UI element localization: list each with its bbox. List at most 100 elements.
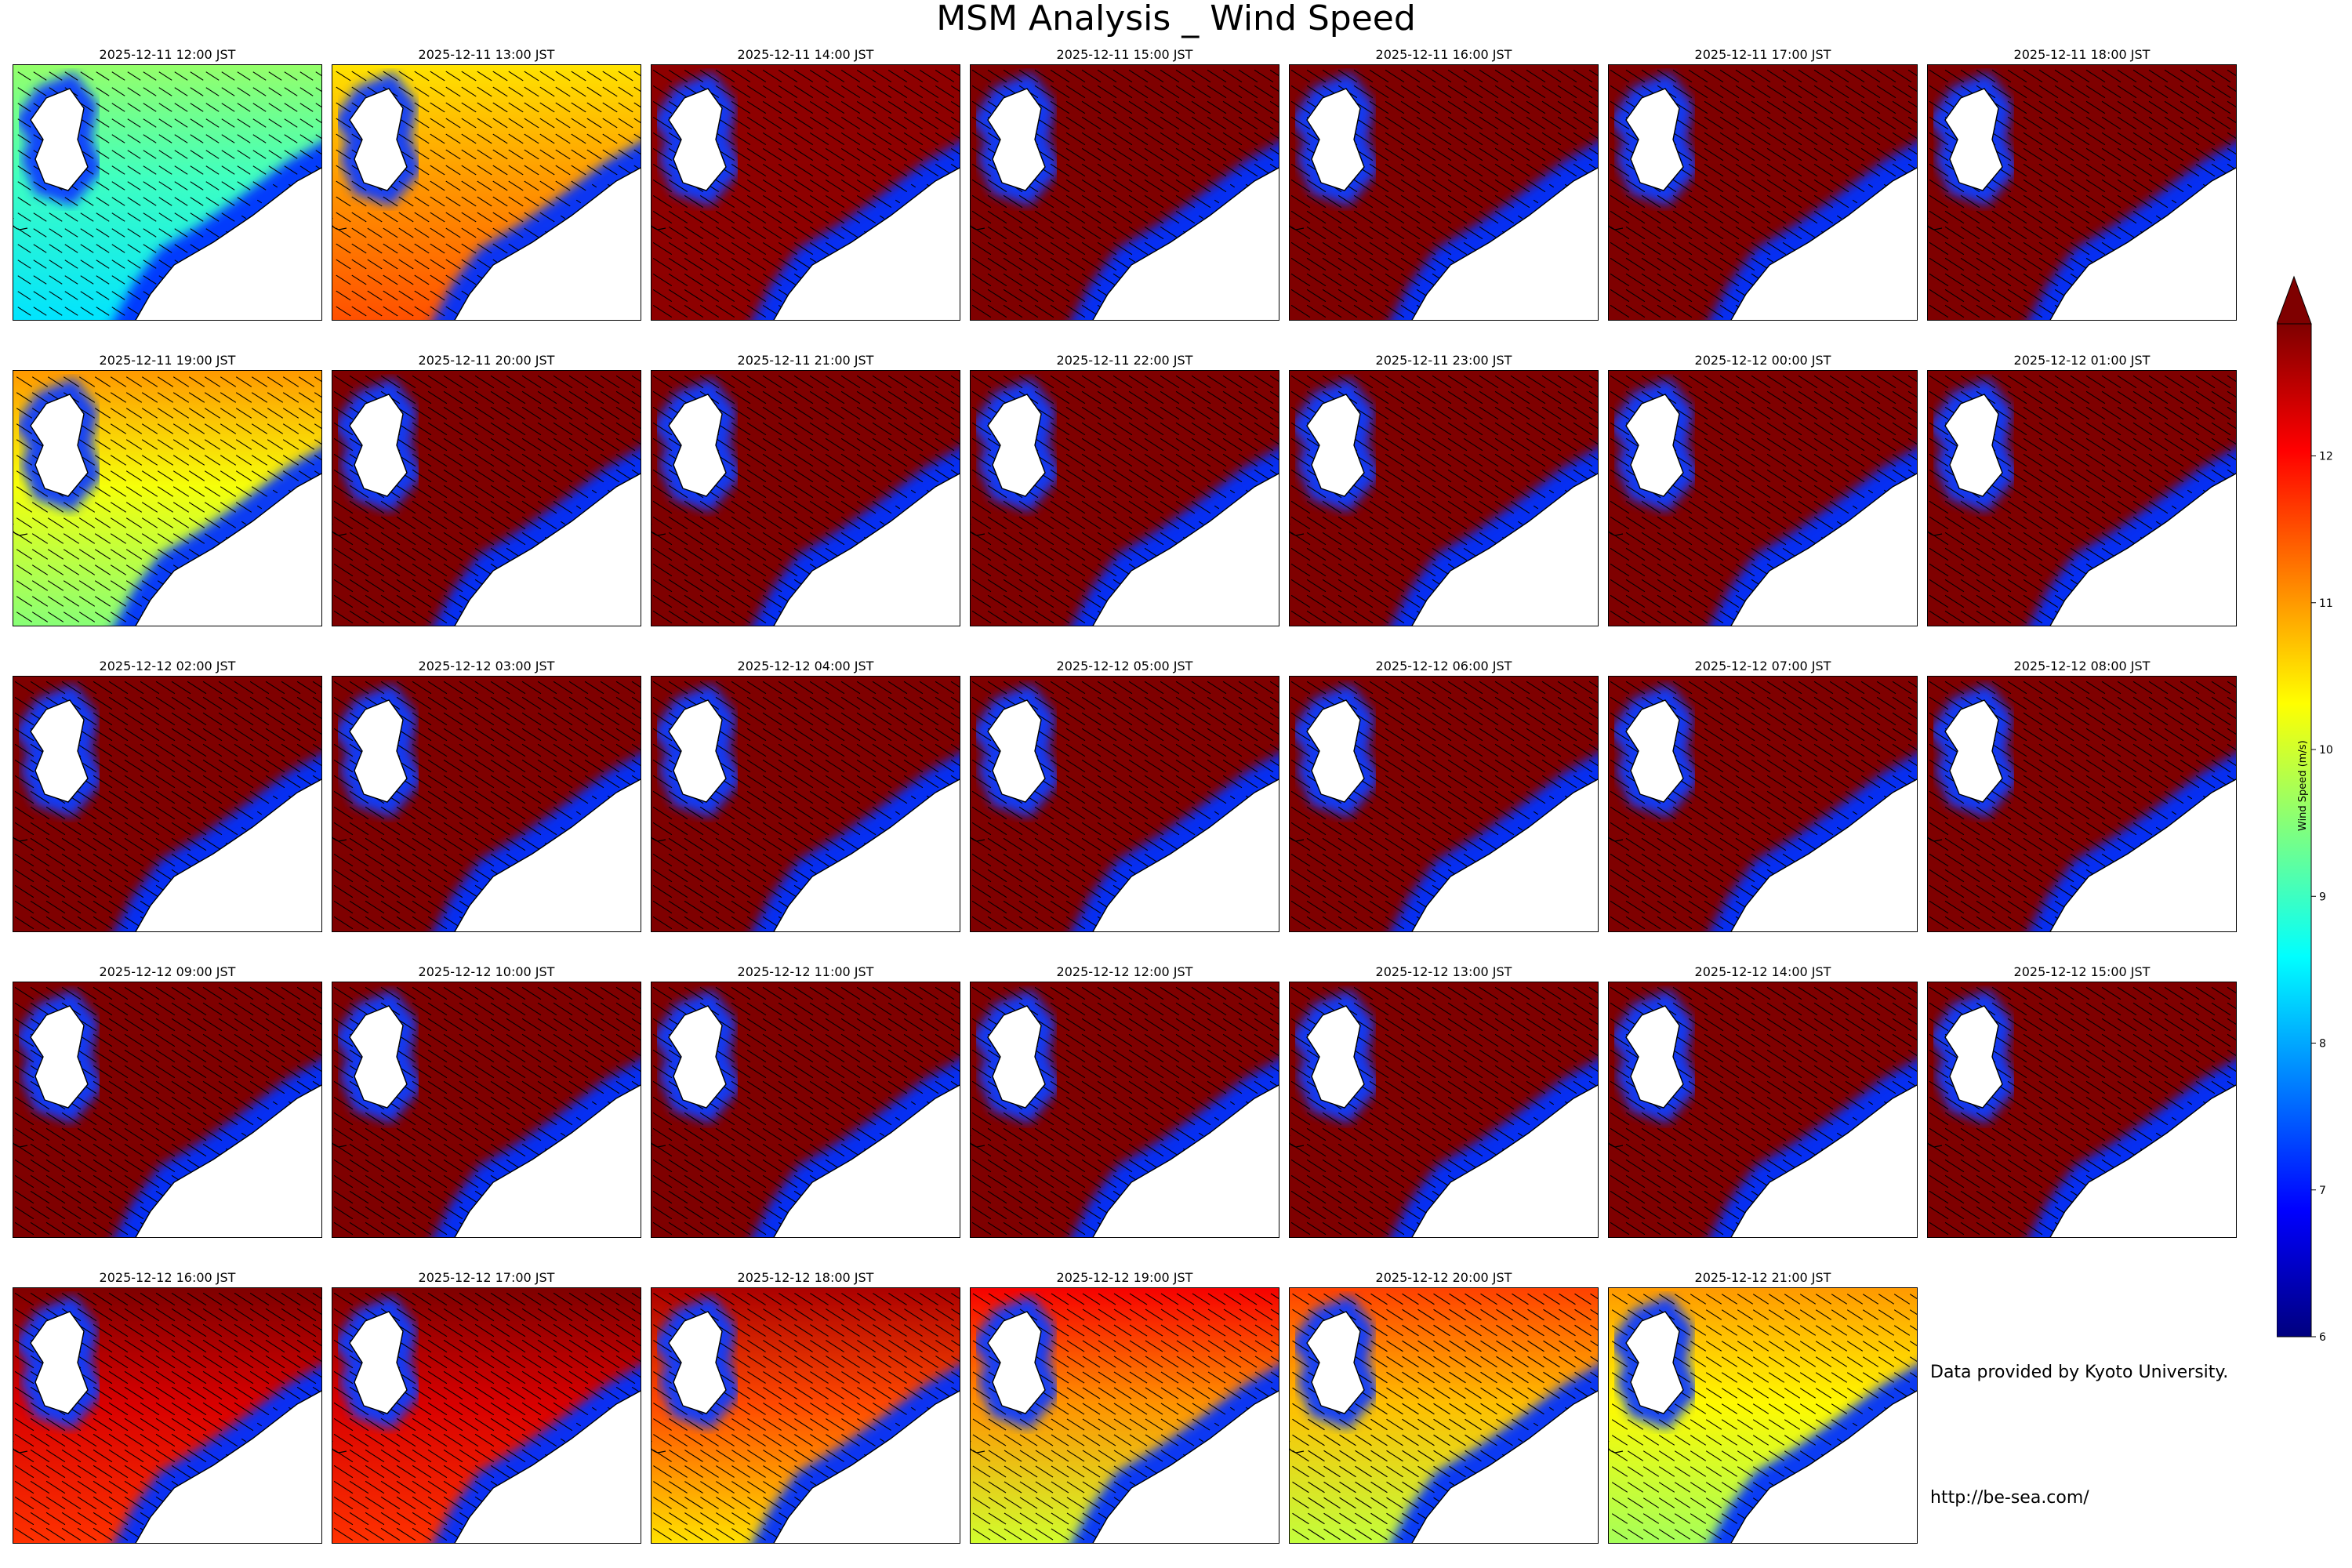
wind-arrows — [14, 986, 321, 1236]
colorbar-gradient — [2277, 323, 2312, 1338]
wind-arrows — [333, 375, 641, 624]
mainland-land — [773, 1390, 960, 1543]
island-land — [1625, 699, 1684, 803]
panel-timestamp: 2025-12-12 04:00 JST — [737, 659, 874, 673]
panel-timestamp: 2025-12-11 14:00 JST — [737, 47, 874, 62]
panel-timestamp: 2025-12-11 21:00 JST — [737, 353, 874, 368]
island-land — [1306, 88, 1365, 191]
map-panel: 2025-12-12 14:00 JST — [1608, 964, 1918, 1238]
mainland-land — [454, 779, 641, 931]
panel-timestamp: 2025-12-11 18:00 JST — [2013, 47, 2151, 62]
mainland-land — [454, 1084, 641, 1237]
panel-timestamp: 2025-12-11 23:00 JST — [1375, 353, 1512, 368]
wind-arrows — [333, 681, 641, 930]
colorbar: 6 7 8 9 10 11 12 — [2277, 275, 2333, 1344]
wind-map — [1289, 1287, 1599, 1544]
map-panel: 2025-12-11 16:00 JST — [1289, 47, 1599, 321]
wind-map — [13, 370, 322, 626]
panel-timestamp: 2025-12-11 22:00 JST — [1056, 353, 1193, 368]
map-panel: 2025-12-12 09:00 JST — [13, 964, 322, 1238]
wind-arrows — [1929, 681, 2236, 930]
map-panel: 2025-12-12 08:00 JST — [1927, 659, 2237, 932]
panel-timestamp: 2025-12-12 06:00 JST — [1375, 659, 1512, 673]
panel-timestamp: 2025-12-12 09:00 JST — [99, 964, 236, 979]
map-panel: 2025-12-12 20:00 JST — [1289, 1270, 1599, 1544]
wind-map — [1608, 982, 1918, 1238]
map-panel: 2025-12-12 11:00 JST — [651, 964, 960, 1238]
mainland-land — [773, 473, 960, 626]
mainland-land — [773, 167, 960, 320]
panel-timestamp: 2025-12-12 00:00 JST — [1694, 353, 1831, 368]
island-land — [30, 394, 89, 497]
island-land — [987, 1005, 1046, 1109]
panel-timestamp: 2025-12-12 18:00 JST — [737, 1270, 874, 1285]
mainland-land — [1411, 473, 1598, 626]
map-panel: 2025-12-11 17:00 JST — [1608, 47, 1918, 321]
mainland-land — [1092, 779, 1279, 931]
panel-timestamp: 2025-12-11 16:00 JST — [1375, 47, 1512, 62]
map-panel: 2025-12-11 20:00 JST — [332, 353, 641, 626]
island-land — [668, 88, 727, 191]
island-land — [987, 394, 1046, 497]
colorbar-tick-label: 6 — [2319, 1331, 2326, 1344]
wind-map — [651, 370, 960, 626]
island-land — [987, 699, 1046, 803]
panel-timestamp: 2025-12-12 03:00 JST — [418, 659, 555, 673]
island-land — [987, 1311, 1046, 1414]
map-panel: 2025-12-12 10:00 JST — [332, 964, 641, 1238]
map-panel: 2025-12-12 19:00 JST — [970, 1270, 1279, 1544]
panel-timestamp: 2025-12-12 14:00 JST — [1694, 964, 1831, 979]
colorbar-tick-label: 10 — [2319, 744, 2333, 757]
map-panel: 2025-12-12 18:00 JST — [651, 1270, 960, 1544]
wind-map — [332, 1287, 641, 1544]
panel-timestamp: 2025-12-12 11:00 JST — [737, 964, 874, 979]
wind-map — [1289, 370, 1599, 626]
map-panel: 2025-12-12 00:00 JST — [1608, 353, 1918, 626]
island-land — [668, 699, 727, 803]
island-land — [1306, 1311, 1365, 1414]
map-panel: 2025-12-12 13:00 JST — [1289, 964, 1599, 1238]
map-panel: 2025-12-11 23:00 JST — [1289, 353, 1599, 626]
wind-map — [970, 676, 1279, 932]
wind-map — [1608, 64, 1918, 321]
wind-map — [13, 1287, 322, 1544]
wind-map — [1289, 982, 1599, 1238]
panel-timestamp: 2025-12-12 15:00 JST — [2013, 964, 2151, 979]
wind-map — [1927, 64, 2237, 321]
wind-map — [1927, 676, 2237, 932]
map-panel: 2025-12-11 14:00 JST — [651, 47, 960, 321]
island-land — [349, 1005, 408, 1109]
island-land — [349, 88, 408, 191]
panel-timestamp: 2025-12-12 01:00 JST — [2013, 353, 2151, 368]
wind-map — [651, 64, 960, 321]
panel-timestamp: 2025-12-11 15:00 JST — [1056, 47, 1193, 62]
mainland-land — [1092, 1084, 1279, 1237]
wind-arrows — [971, 681, 1279, 930]
island-land — [30, 88, 89, 191]
panel-timestamp: 2025-12-12 13:00 JST — [1375, 964, 1512, 979]
mainland-land — [1411, 1390, 1598, 1543]
panel-timestamp: 2025-12-12 02:00 JST — [99, 659, 236, 673]
map-panel: 2025-12-12 12:00 JST — [970, 964, 1279, 1238]
wind-map — [970, 982, 1279, 1238]
island-land — [1625, 1311, 1684, 1414]
wind-arrows — [1290, 375, 1598, 624]
wind-arrows — [14, 681, 321, 930]
colorbar-tick-label: 9 — [2319, 891, 2326, 903]
wind-arrows — [1290, 69, 1598, 318]
wind-map — [1608, 676, 1918, 932]
map-panel: 2025-12-11 22:00 JST — [970, 353, 1279, 626]
wind-map — [970, 1287, 1279, 1544]
island-land — [349, 699, 408, 803]
panel-timestamp: 2025-12-12 12:00 JST — [1056, 964, 1193, 979]
mainland-land — [2049, 779, 2236, 931]
panel-timestamp: 2025-12-12 21:00 JST — [1694, 1270, 1831, 1285]
map-panel: 2025-12-11 15:00 JST — [970, 47, 1279, 321]
wind-map — [1608, 370, 1918, 626]
island-land — [1944, 1005, 2003, 1109]
island-land — [30, 699, 89, 803]
map-panel: 2025-12-12 21:00 JST — [1608, 1270, 1918, 1544]
island-land — [1625, 88, 1684, 191]
mainland-land — [1092, 167, 1279, 320]
